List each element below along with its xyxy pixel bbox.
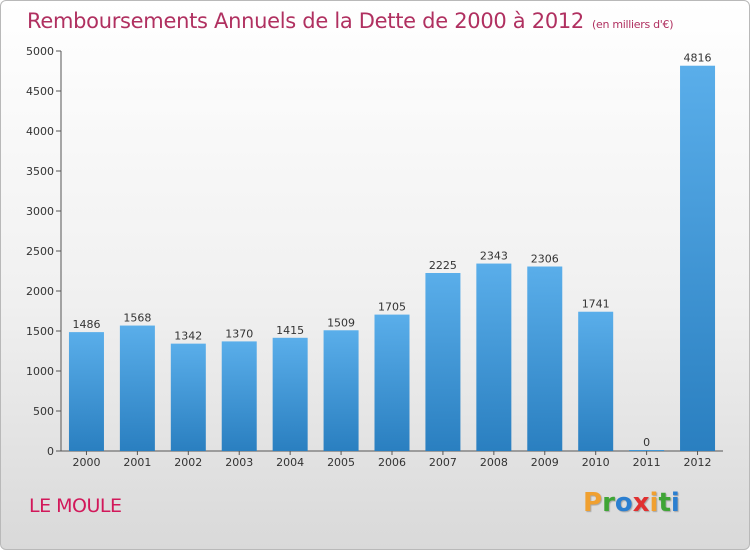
x-tick-label-2010: 2010	[582, 456, 610, 469]
bar-2002	[170, 343, 206, 451]
y-tick-label: 1500	[26, 325, 54, 338]
proxiti-logo: Proxiti	[583, 488, 680, 518]
y-tick-label: 2500	[26, 245, 54, 258]
x-tick-label-2003: 2003	[225, 456, 253, 469]
y-tick-label: 500	[33, 405, 54, 418]
logo-letter: i	[670, 488, 680, 518]
logo-letter: P	[583, 488, 603, 518]
bar-2004	[272, 337, 308, 451]
chart-title-text: Remboursements Annuels de la Dette de 20…	[27, 9, 584, 33]
x-tick-label-2011: 2011	[633, 456, 661, 469]
value-label-2010: 1741	[582, 298, 610, 311]
x-tick-label-2008: 2008	[480, 456, 508, 469]
value-label-2011: 0	[643, 436, 650, 449]
y-tick-label: 4500	[26, 85, 54, 98]
y-tick-label: 1000	[26, 365, 54, 378]
x-tick-label-2000: 2000	[72, 456, 100, 469]
x-tick-label-2004: 2004	[276, 456, 304, 469]
bar-2008	[476, 263, 512, 451]
y-tick-label: 0	[47, 445, 54, 458]
logo-letter: r	[602, 488, 615, 518]
bar-2006	[374, 314, 410, 451]
chart-subtitle: (en milliers d'€)	[592, 18, 674, 31]
x-tick-label-2012: 2012	[684, 456, 712, 469]
x-tick-label-2006: 2006	[378, 456, 406, 469]
bar-2011	[629, 450, 665, 451]
value-label-2007: 2225	[429, 259, 457, 272]
y-tick-label: 4000	[26, 125, 54, 138]
y-tick-label: 5000	[26, 45, 54, 58]
x-tick-label-2002: 2002	[174, 456, 202, 469]
chart-title: Remboursements Annuels de la Dette de 20…	[27, 9, 673, 33]
value-label-2004: 1415	[276, 324, 304, 337]
value-label-2006: 1705	[378, 301, 406, 314]
value-label-2001: 1568	[123, 312, 151, 325]
value-label-2002: 1342	[174, 330, 202, 343]
logo-letter: t	[658, 488, 671, 518]
bar-2003	[221, 341, 257, 451]
y-tick-label: 2000	[26, 285, 54, 298]
y-tick-label: 3000	[26, 205, 54, 218]
bar-2007	[425, 273, 461, 451]
logo-letter: o	[614, 488, 633, 518]
value-label-2003: 1370	[225, 327, 253, 340]
value-label-2000: 1486	[72, 318, 100, 331]
commune-name: LE MOULE	[29, 495, 122, 517]
x-tick-label-2005: 2005	[327, 456, 355, 469]
bar-2012	[680, 65, 716, 451]
bar-2010	[578, 311, 614, 451]
logo-letter: x	[632, 488, 650, 518]
x-tick-label-2007: 2007	[429, 456, 457, 469]
value-label-2012: 4816	[684, 52, 712, 65]
x-tick-label-2001: 2001	[123, 456, 151, 469]
bar-2000	[68, 332, 104, 451]
x-tick-label-2009: 2009	[531, 456, 559, 469]
bar-2001	[119, 325, 155, 451]
value-label-2009: 2306	[531, 253, 559, 266]
logo-letter: i	[649, 488, 659, 518]
value-label-2008: 2343	[480, 250, 508, 263]
bar-2005	[323, 330, 359, 451]
value-label-2005: 1509	[327, 316, 355, 329]
bar-2009	[527, 266, 563, 451]
y-tick-label: 3500	[26, 165, 54, 178]
